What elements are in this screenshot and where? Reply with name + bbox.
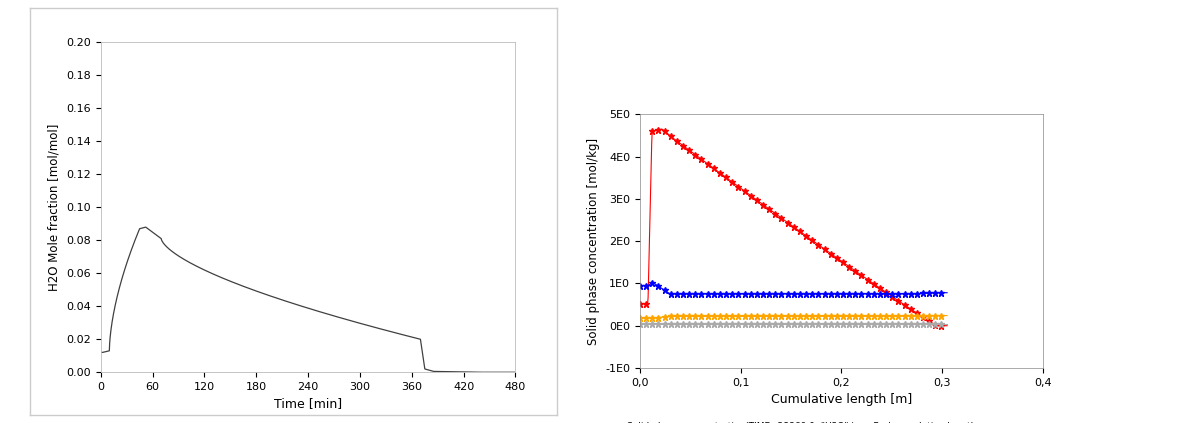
X-axis label: Time [min]: Time [min] xyxy=(274,398,342,410)
X-axis label: Cumulative length [m]: Cumulative length [m] xyxy=(770,393,912,406)
Y-axis label: H2O Mole fraction [mol/mol]: H2O Mole fraction [mol/mol] xyxy=(47,124,60,291)
Legend: Solid phase concentration(TIME=28860.0-,"H2O",) vs. Bed cumulative length, Solid: Solid phase concentration(TIME=28860.0-,… xyxy=(596,418,980,423)
Y-axis label: Solid phase concentration [mol/kg]: Solid phase concentration [mol/kg] xyxy=(587,137,600,345)
